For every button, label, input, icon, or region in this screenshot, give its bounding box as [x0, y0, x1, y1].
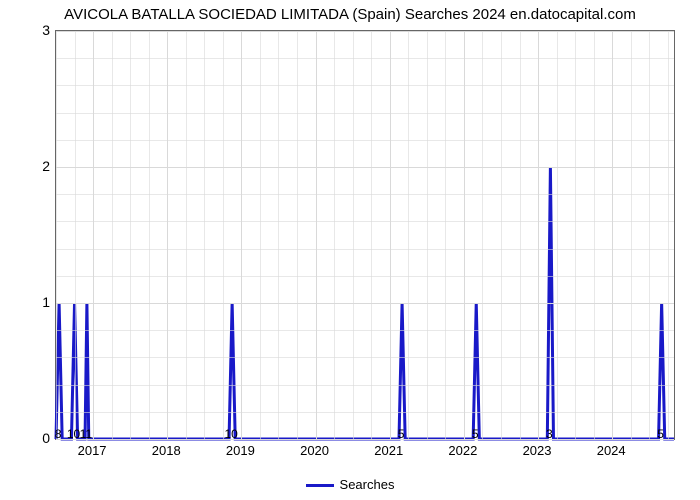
grid-line-v-major: [612, 31, 613, 439]
plot-area: [55, 30, 675, 440]
grid-line-v: [130, 31, 131, 439]
grid-line-v: [575, 31, 576, 439]
grid-line-v: [56, 31, 57, 439]
chart-container: AVICOLA BATALLA SOCIEDAD LIMITADA (Spain…: [0, 0, 700, 500]
grid-line-v-major: [316, 31, 317, 439]
grid-line-v: [427, 31, 428, 439]
data-point-label: 8: [55, 427, 62, 441]
grid-line-v: [112, 31, 113, 439]
legend-label: Searches: [340, 477, 395, 492]
grid-line-v-major: [167, 31, 168, 439]
grid-line-v: [631, 31, 632, 439]
grid-line-h: [56, 439, 674, 440]
grid-line-v: [371, 31, 372, 439]
grid-line-v: [186, 31, 187, 439]
data-point-label: 5: [472, 427, 479, 441]
legend: Searches: [0, 477, 700, 492]
y-tick-label: 1: [10, 294, 50, 310]
x-tick-label: 2017: [78, 443, 107, 458]
x-tick-label: 2023: [523, 443, 552, 458]
x-tick-label: 2018: [152, 443, 181, 458]
data-point-label: 10: [67, 427, 80, 441]
data-point-label: 11: [80, 427, 92, 441]
grid-line-v: [520, 31, 521, 439]
legend-swatch: [306, 484, 334, 487]
grid-line-v-major: [241, 31, 242, 439]
x-tick-label: 2019: [226, 443, 255, 458]
grid-line-v: [353, 31, 354, 439]
x-tick-label: 2022: [448, 443, 477, 458]
grid-line-v-major: [93, 31, 94, 439]
grid-line-v: [75, 31, 76, 439]
grid-line-v: [557, 31, 558, 439]
grid-line-v-major: [390, 31, 391, 439]
grid-line-v: [204, 31, 205, 439]
x-tick-label: 2024: [597, 443, 626, 458]
grid-line-v: [501, 31, 502, 439]
x-tick-label: 2020: [300, 443, 329, 458]
grid-line-v: [149, 31, 150, 439]
grid-line-v: [334, 31, 335, 439]
data-point-label: 5: [398, 427, 405, 441]
grid-line-v: [594, 31, 595, 439]
data-point-label: 10: [224, 427, 237, 441]
grid-line-v: [260, 31, 261, 439]
grid-line-v: [408, 31, 409, 439]
y-tick-label: 2: [10, 158, 50, 174]
y-tick-label: 0: [10, 430, 50, 446]
grid-line-v: [278, 31, 279, 439]
chart-title: AVICOLA BATALLA SOCIEDAD LIMITADA (Spain…: [0, 6, 700, 23]
grid-line-v: [445, 31, 446, 439]
x-tick-label: 2021: [374, 443, 403, 458]
grid-line-v: [668, 31, 669, 439]
data-point-label: 3: [546, 427, 553, 441]
grid-line-v: [223, 31, 224, 439]
grid-line-v: [297, 31, 298, 439]
grid-line-v-major: [538, 31, 539, 439]
grid-line-v-major: [464, 31, 465, 439]
grid-line-v: [482, 31, 483, 439]
grid-line-v: [649, 31, 650, 439]
data-point-label: 5: [657, 427, 664, 441]
y-tick-label: 3: [10, 22, 50, 38]
